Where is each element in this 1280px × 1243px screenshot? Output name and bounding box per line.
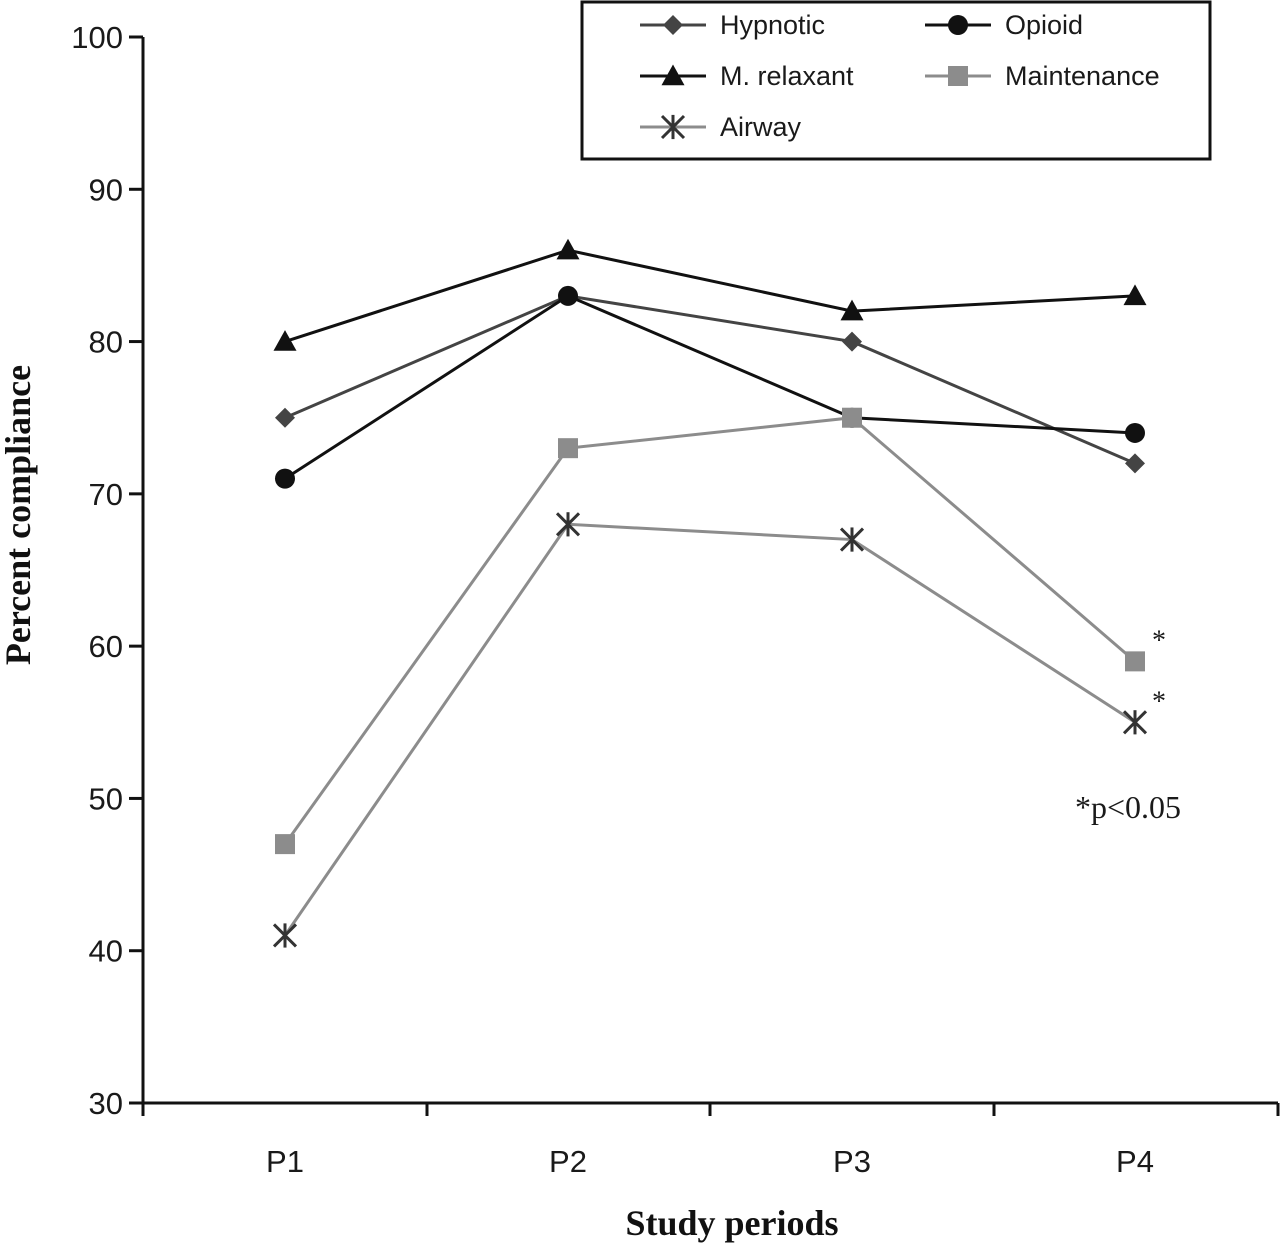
marker-diamond <box>842 331 862 352</box>
series-line-airway <box>283 522 1136 937</box>
series-line-hypnotic <box>284 294 1136 465</box>
marker-triangle <box>661 64 685 86</box>
legend-item-opioid: Opioid <box>925 10 1083 40</box>
marker-square <box>275 834 295 855</box>
data-point-maintenance <box>1125 651 1145 672</box>
marker-square <box>558 438 578 459</box>
marker-triangle <box>273 330 297 351</box>
marker-square <box>1125 651 1145 672</box>
legend-swatch-marker <box>948 15 968 35</box>
legend-label: Opioid <box>1005 10 1083 40</box>
data-point-maintenance <box>275 834 295 855</box>
legend-label: Hypnotic <box>720 10 825 40</box>
data-point-hypnotic <box>1125 453 1145 474</box>
x-tick-label: P4 <box>1116 1144 1154 1179</box>
marker-triangle <box>1123 284 1147 306</box>
legend-swatch-marker <box>663 15 683 35</box>
data-point-m-relaxant <box>556 238 580 260</box>
series-maintenance <box>275 407 1145 855</box>
legend-swatch-marker <box>660 114 686 140</box>
marker-triangle <box>840 299 864 321</box>
legend-item-hypnotic: Hypnotic <box>640 10 825 40</box>
y-tick-label: 30 <box>89 1086 123 1121</box>
data-point-m-relaxant <box>840 299 864 321</box>
marker-circle <box>1125 422 1145 443</box>
data-point-airway <box>839 527 865 552</box>
significance-star: * <box>1152 686 1166 717</box>
series-line-opioid <box>284 294 1136 480</box>
legend-swatch-marker <box>948 66 968 86</box>
series-opioid <box>275 285 1145 489</box>
data-point-airway <box>1122 710 1148 735</box>
marker-square <box>842 407 862 428</box>
series-line-m-relaxant <box>284 248 1136 343</box>
marker-triangle <box>556 238 580 260</box>
marker-circle <box>558 285 578 306</box>
data-point-opioid <box>558 285 578 306</box>
marker-square <box>948 66 968 86</box>
series-layer: ** <box>272 238 1166 948</box>
x-tick-label: P1 <box>266 1144 304 1179</box>
x-axis-title: Study periods <box>625 1203 838 1243</box>
series-m-relaxant <box>273 238 1147 351</box>
data-point-hypnotic <box>275 407 295 428</box>
significance-note: *p<0.05 <box>1075 789 1181 825</box>
data-point-m-relaxant <box>273 330 297 351</box>
data-point-opioid <box>1125 422 1145 443</box>
data-point-opioid <box>275 468 295 489</box>
marker-circle <box>948 15 968 35</box>
legend-label: Maintenance <box>1005 61 1160 91</box>
legend-label: M. relaxant <box>720 61 854 91</box>
y-tick-label: 50 <box>89 781 123 816</box>
y-tick-label: 80 <box>89 325 123 360</box>
significance-star: * <box>1152 625 1166 656</box>
data-point-hypnotic <box>842 331 862 352</box>
marker-circle <box>275 468 295 489</box>
marker-diamond <box>663 15 683 35</box>
legend-item-airway: Airway <box>640 112 802 142</box>
y-tick-label: 40 <box>89 934 123 969</box>
series-hypnotic <box>275 285 1145 474</box>
legend-item-m-relaxant: M. relaxant <box>640 61 854 91</box>
y-axis-title: Percent compliance <box>0 365 38 665</box>
data-point-m-relaxant <box>1123 284 1147 306</box>
y-tick-label: 90 <box>89 172 123 207</box>
data-point-airway <box>555 512 581 537</box>
data-point-maintenance <box>558 438 578 459</box>
series-line-maintenance <box>283 416 1136 845</box>
legend-swatch-marker <box>661 64 685 86</box>
legend-label: Airway <box>720 112 802 142</box>
marker-diamond <box>275 407 295 428</box>
axes: 30 40 50 60 70 80 90 100 P1 P2 P3 P4 <box>71 20 1280 1179</box>
marker-diamond <box>1125 453 1145 474</box>
data-point-airway <box>272 923 298 948</box>
legend: Hypnotic Opioid M. relaxant Maintenance Airw… <box>580 0 1212 161</box>
x-tick-label: P3 <box>833 1144 871 1179</box>
data-point-maintenance <box>842 407 862 428</box>
x-tick-label: P2 <box>549 1144 587 1179</box>
legend-box <box>580 0 1212 161</box>
y-tick-label: 100 <box>71 20 123 55</box>
series-airway <box>272 512 1148 948</box>
y-tick-label: 70 <box>89 477 123 512</box>
legend-item-maintenance: Maintenance <box>925 61 1160 91</box>
y-tick-label: 60 <box>89 629 123 664</box>
